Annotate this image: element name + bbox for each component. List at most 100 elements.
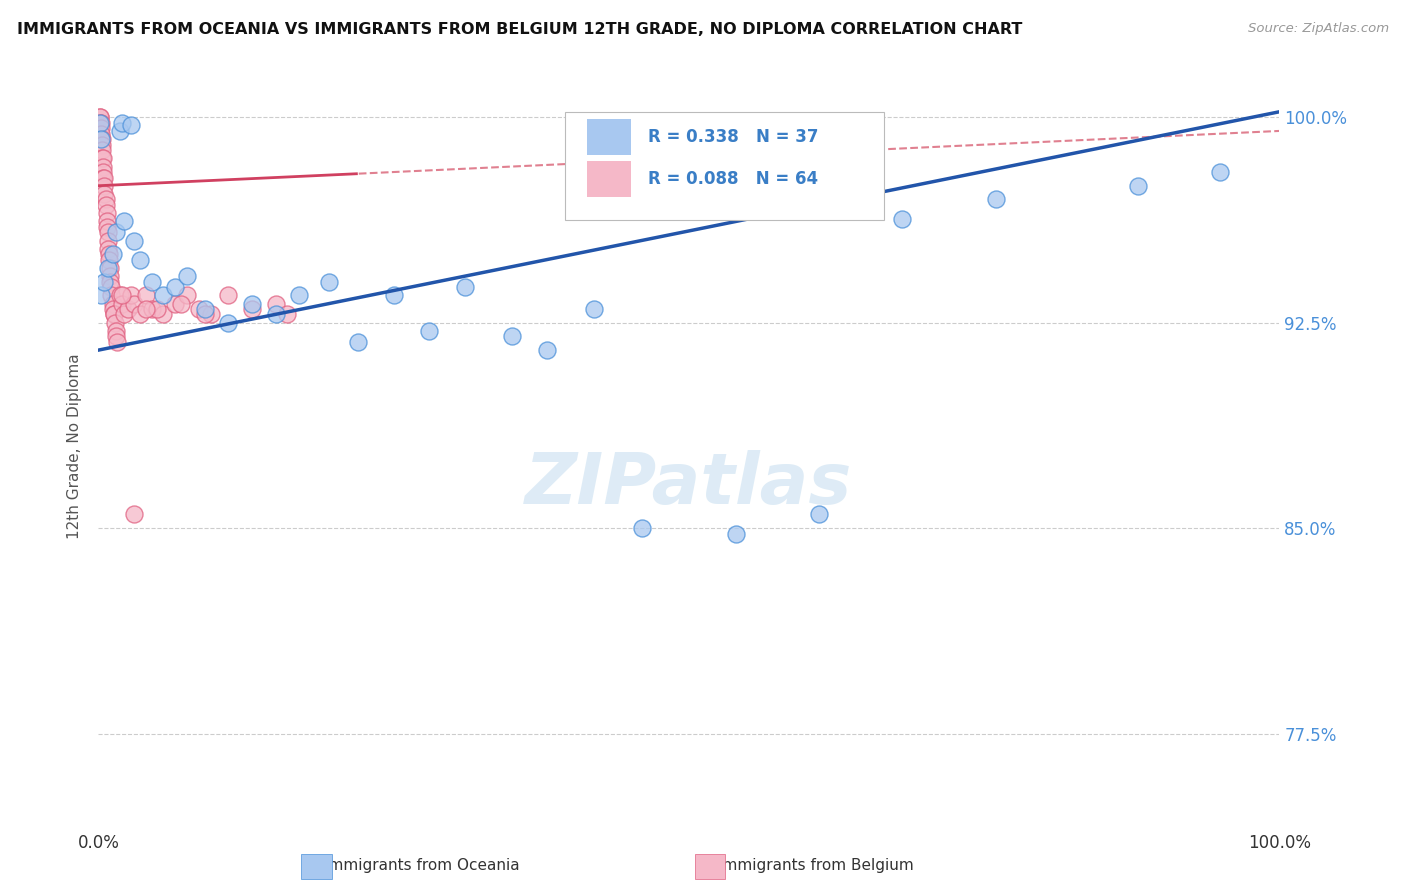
Point bbox=[111, 296, 134, 310]
Point bbox=[101, 296, 124, 310]
Point bbox=[93, 275, 115, 289]
Point bbox=[89, 116, 111, 130]
Point bbox=[94, 193, 117, 207]
Point bbox=[91, 170, 114, 185]
Point bbox=[141, 301, 163, 316]
Point bbox=[91, 160, 114, 174]
Point bbox=[89, 110, 111, 124]
Point bbox=[108, 124, 131, 138]
Point bbox=[217, 316, 239, 330]
Point bbox=[96, 214, 118, 228]
Point bbox=[98, 260, 121, 275]
Point bbox=[121, 119, 143, 133]
Point bbox=[152, 288, 174, 302]
Point bbox=[128, 252, 150, 267]
Point bbox=[117, 301, 139, 316]
Point bbox=[111, 288, 134, 302]
Point bbox=[104, 316, 127, 330]
Point bbox=[112, 308, 135, 322]
Point bbox=[187, 301, 209, 316]
Point bbox=[240, 296, 263, 310]
Point bbox=[89, 110, 111, 124]
Point bbox=[100, 288, 122, 302]
Text: Immigrants from Oceania: Immigrants from Oceania bbox=[323, 858, 520, 872]
Point bbox=[217, 288, 239, 302]
Point bbox=[807, 508, 830, 522]
Point bbox=[630, 521, 652, 535]
Point bbox=[105, 225, 128, 239]
Point bbox=[135, 301, 157, 316]
Point bbox=[1209, 165, 1232, 179]
Point bbox=[176, 269, 198, 284]
Text: Immigrants from Belgium: Immigrants from Belgium bbox=[717, 858, 914, 872]
Point bbox=[98, 275, 121, 289]
Point bbox=[453, 280, 475, 294]
Point bbox=[96, 206, 118, 220]
Point bbox=[103, 308, 125, 322]
Point bbox=[318, 275, 340, 289]
Point bbox=[91, 143, 114, 157]
FancyBboxPatch shape bbox=[588, 120, 631, 155]
Point bbox=[194, 301, 217, 316]
Point bbox=[97, 225, 120, 239]
Point bbox=[89, 116, 111, 130]
Point bbox=[165, 296, 187, 310]
Point bbox=[101, 247, 124, 261]
Point bbox=[93, 170, 115, 185]
Point bbox=[91, 132, 114, 146]
Text: R = 0.338   N = 37: R = 0.338 N = 37 bbox=[648, 128, 818, 146]
Point bbox=[112, 214, 135, 228]
Text: Source: ZipAtlas.com: Source: ZipAtlas.com bbox=[1249, 22, 1389, 36]
Point bbox=[105, 334, 128, 349]
Point bbox=[122, 296, 145, 310]
Point bbox=[264, 296, 287, 310]
Point bbox=[146, 301, 169, 316]
Point bbox=[1126, 178, 1149, 193]
Point bbox=[91, 151, 114, 165]
Point bbox=[90, 288, 112, 302]
Point bbox=[91, 165, 114, 179]
Point bbox=[382, 288, 405, 302]
Point bbox=[264, 308, 287, 322]
Point bbox=[170, 296, 193, 310]
Point bbox=[108, 288, 131, 302]
Text: R = 0.088   N = 64: R = 0.088 N = 64 bbox=[648, 170, 818, 188]
Point bbox=[93, 178, 115, 193]
Point bbox=[583, 301, 606, 316]
Point bbox=[141, 275, 163, 289]
Point bbox=[101, 301, 124, 316]
Text: ZIPatlas: ZIPatlas bbox=[526, 450, 852, 519]
Point bbox=[98, 247, 121, 261]
Text: IMMIGRANTS FROM OCEANIA VS IMMIGRANTS FROM BELGIUM 12TH GRADE, NO DIPLOMA CORREL: IMMIGRANTS FROM OCEANIA VS IMMIGRANTS FR… bbox=[17, 22, 1022, 37]
Point bbox=[90, 127, 112, 141]
Point bbox=[94, 198, 117, 212]
Point bbox=[240, 301, 263, 316]
Point bbox=[176, 288, 198, 302]
Point bbox=[890, 211, 912, 226]
Point bbox=[288, 288, 311, 302]
Point bbox=[418, 324, 440, 338]
Point bbox=[135, 288, 157, 302]
Point bbox=[984, 193, 1007, 207]
Point bbox=[105, 329, 128, 343]
Point bbox=[276, 308, 298, 322]
Point bbox=[347, 334, 370, 349]
Point bbox=[200, 308, 222, 322]
Point bbox=[103, 308, 125, 322]
Point bbox=[93, 186, 115, 201]
Point bbox=[194, 308, 217, 322]
Point bbox=[536, 343, 558, 358]
Point bbox=[90, 116, 112, 130]
Point bbox=[98, 269, 121, 284]
Point bbox=[165, 280, 187, 294]
Point bbox=[91, 137, 114, 152]
Point bbox=[725, 526, 748, 541]
FancyBboxPatch shape bbox=[588, 161, 631, 197]
Point bbox=[97, 260, 120, 275]
Point bbox=[121, 288, 143, 302]
Point bbox=[98, 252, 121, 267]
Point bbox=[111, 116, 134, 130]
Point bbox=[97, 242, 120, 256]
Point bbox=[100, 280, 122, 294]
Point bbox=[501, 329, 523, 343]
